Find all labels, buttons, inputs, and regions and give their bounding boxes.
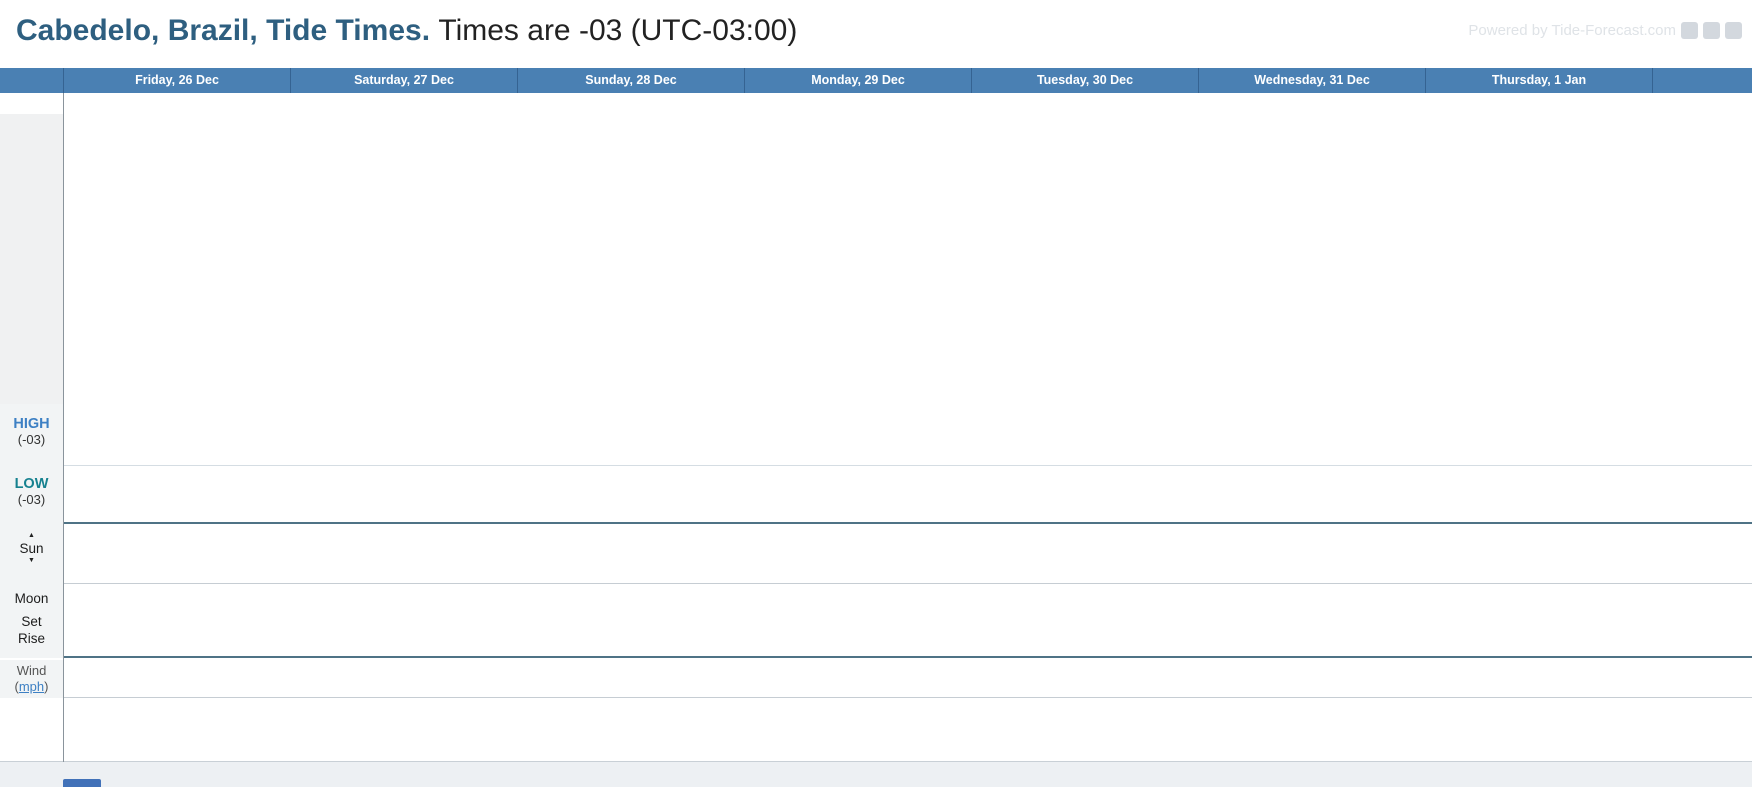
- timezone-note: Times are -03 (UTC-03:00): [438, 14, 798, 47]
- high-tz-label: (-03): [17, 432, 46, 447]
- paren: (: [14, 679, 19, 694]
- day-header-partial: [1652, 68, 1653, 93]
- divider: [0, 761, 1752, 762]
- divider: [0, 522, 1752, 524]
- tide-chart: [0, 114, 1752, 404]
- watermark-icon: [1703, 22, 1720, 39]
- day-header: Friday, 26 Dec: [63, 68, 290, 93]
- location-title: Cabedelo, Brazil, Tide Times.: [16, 14, 431, 47]
- sunrise-triangle-icon: ▲: [28, 532, 35, 539]
- high-label: HIGH: [13, 416, 50, 432]
- paren: ): [44, 679, 49, 694]
- wind-unit-link[interactable]: mph: [18, 679, 45, 694]
- day-header: Wednesday, 31 Dec: [1198, 68, 1425, 93]
- watermark-icon: [1725, 22, 1742, 39]
- day-header: Tuesday, 30 Dec: [971, 68, 1198, 93]
- sun-label: Sun: [19, 541, 44, 556]
- watermark-top: Powered by Tide-Forecast.com: [1468, 22, 1742, 39]
- day-header: Sunday, 28 Dec: [517, 68, 744, 93]
- divider: [0, 656, 1752, 658]
- day-header: Saturday, 27 Dec: [290, 68, 517, 93]
- moon-label: Moon: [14, 591, 49, 606]
- day-header-row: Friday, 26 Dec Saturday, 27 Dec Sunday, 28…: [0, 68, 1752, 93]
- sun-row-label: ▲ Sun ▼: [0, 524, 63, 584]
- divider: [0, 583, 1752, 584]
- wind-label: Wind: [16, 663, 47, 678]
- footer-watermark-bar: [0, 762, 1752, 787]
- watermark-text: Powered by Tide-Forecast.com: [1468, 22, 1676, 39]
- moonrise-label: Rise: [17, 631, 45, 646]
- day-header: Thursday, 1 Jan: [1425, 68, 1652, 93]
- ampm-header-row: [0, 93, 1752, 114]
- moonset-label: Set: [21, 614, 42, 629]
- moon-row-label: Moon Set Rise: [0, 584, 63, 658]
- wind-row-label: Wind (mph): [0, 660, 63, 698]
- divider: [0, 697, 1752, 698]
- day-header: Monday, 29 Dec: [744, 68, 971, 93]
- low-row-label: LOW (-03): [0, 466, 63, 524]
- divider: [0, 465, 1752, 466]
- divider: [63, 93, 64, 762]
- axis-column: [0, 114, 63, 404]
- clipped-element: [63, 779, 101, 787]
- page-title: Cabedelo, Brazil, Tide Times. Times are …: [16, 14, 797, 48]
- watermark-icon: [1681, 22, 1698, 39]
- low-label: LOW: [14, 476, 49, 492]
- high-row-label: HIGH (-03): [0, 404, 63, 466]
- low-tz-label: (-03): [17, 492, 46, 507]
- sunset-triangle-icon: ▼: [28, 557, 35, 564]
